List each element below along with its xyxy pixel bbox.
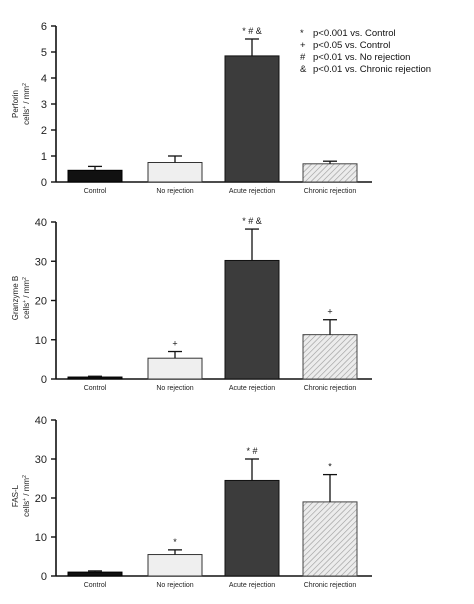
y-tick-label: 6	[41, 21, 47, 33]
category-label-4: Chronic rejection	[304, 188, 357, 195]
category-label-1: Control	[84, 582, 107, 589]
significance-3: * # &	[242, 26, 262, 36]
y-tick-label: 40	[35, 217, 47, 229]
legend-symbol-3: #	[300, 52, 306, 63]
bar-2	[147, 357, 203, 380]
significance-3: * #	[246, 446, 257, 456]
legend-text-4: p<0.01 vs. Chronic rejection	[313, 64, 431, 75]
y-tick-label: 20	[35, 493, 47, 505]
y-tick-label: 10	[35, 532, 47, 544]
bar-3	[224, 259, 280, 380]
legend-symbol-2: +	[300, 40, 306, 51]
category-label-2: No rejection	[156, 385, 193, 392]
bar-3	[224, 55, 280, 183]
category-label-3: Acute rejection	[229, 188, 275, 195]
category-label-1: Control	[84, 385, 107, 392]
bar-4	[302, 334, 358, 380]
significance-4: +	[327, 307, 332, 317]
significance-3: * # &	[242, 216, 262, 226]
y-tick-label: 3	[41, 99, 47, 111]
bar-2	[147, 554, 203, 577]
y-tick-label: 4	[41, 73, 47, 85]
y-tick-label: 5	[41, 47, 47, 59]
y-tick-label: 30	[35, 454, 47, 466]
y-tick-label: 10	[35, 335, 47, 347]
category-label-3: Acute rejection	[229, 582, 275, 589]
y-tick-label: 0	[41, 374, 47, 386]
y-axis-label: Perforin	[11, 90, 20, 118]
y-tick-label: 1	[41, 151, 47, 163]
legend-text-1: p<0.001 vs. Control	[313, 28, 396, 39]
significance-2: +	[172, 339, 177, 349]
significance-2: *	[173, 537, 177, 547]
bar-1	[67, 169, 123, 183]
bar-4	[302, 501, 358, 577]
category-label-2: No rejection	[156, 582, 193, 589]
category-label-4: Chronic rejection	[304, 385, 357, 392]
bar-4	[302, 163, 358, 183]
y-tick-label: 30	[35, 256, 47, 268]
y-axis-unit-label: cells+ / mm2	[22, 277, 31, 319]
category-label-3: Acute rejection	[229, 385, 275, 392]
y-axis-unit-label: cells+ / mm2	[22, 83, 31, 125]
bar-1	[67, 571, 123, 577]
y-axis-unit-label: cells+ / mm2	[22, 475, 31, 517]
y-tick-label: 40	[35, 415, 47, 427]
y-tick-label: 20	[35, 296, 47, 308]
bar-2	[147, 162, 203, 183]
legend-text-3: p<0.01 vs. No rejection	[313, 52, 410, 63]
y-tick-label: 0	[41, 571, 47, 583]
category-label-4: Chronic rejection	[304, 582, 357, 589]
significance-4: *	[328, 462, 332, 472]
category-label-2: No rejection	[156, 188, 193, 195]
legend-symbol-4: &	[300, 64, 307, 75]
bar-3	[224, 479, 280, 577]
legend-symbol-1: *	[300, 28, 304, 39]
category-label-1: Control	[84, 188, 107, 195]
legend: * p<0.001 vs. Control + p<0.05 vs. Contr…	[300, 28, 431, 75]
chart-panel-1: 0 1 2 3 4 5 6 Perforin cells+ / mm2 Control No rej…	[11, 21, 372, 195]
legend-text-2: p<0.05 vs. Control	[313, 40, 390, 51]
y-axis-label: Granzyme B	[11, 276, 20, 320]
y-tick-label: 0	[41, 177, 47, 189]
bar-1	[67, 376, 123, 380]
y-axis-label: FAS-L	[11, 484, 20, 507]
y-tick-label: 2	[41, 125, 47, 137]
